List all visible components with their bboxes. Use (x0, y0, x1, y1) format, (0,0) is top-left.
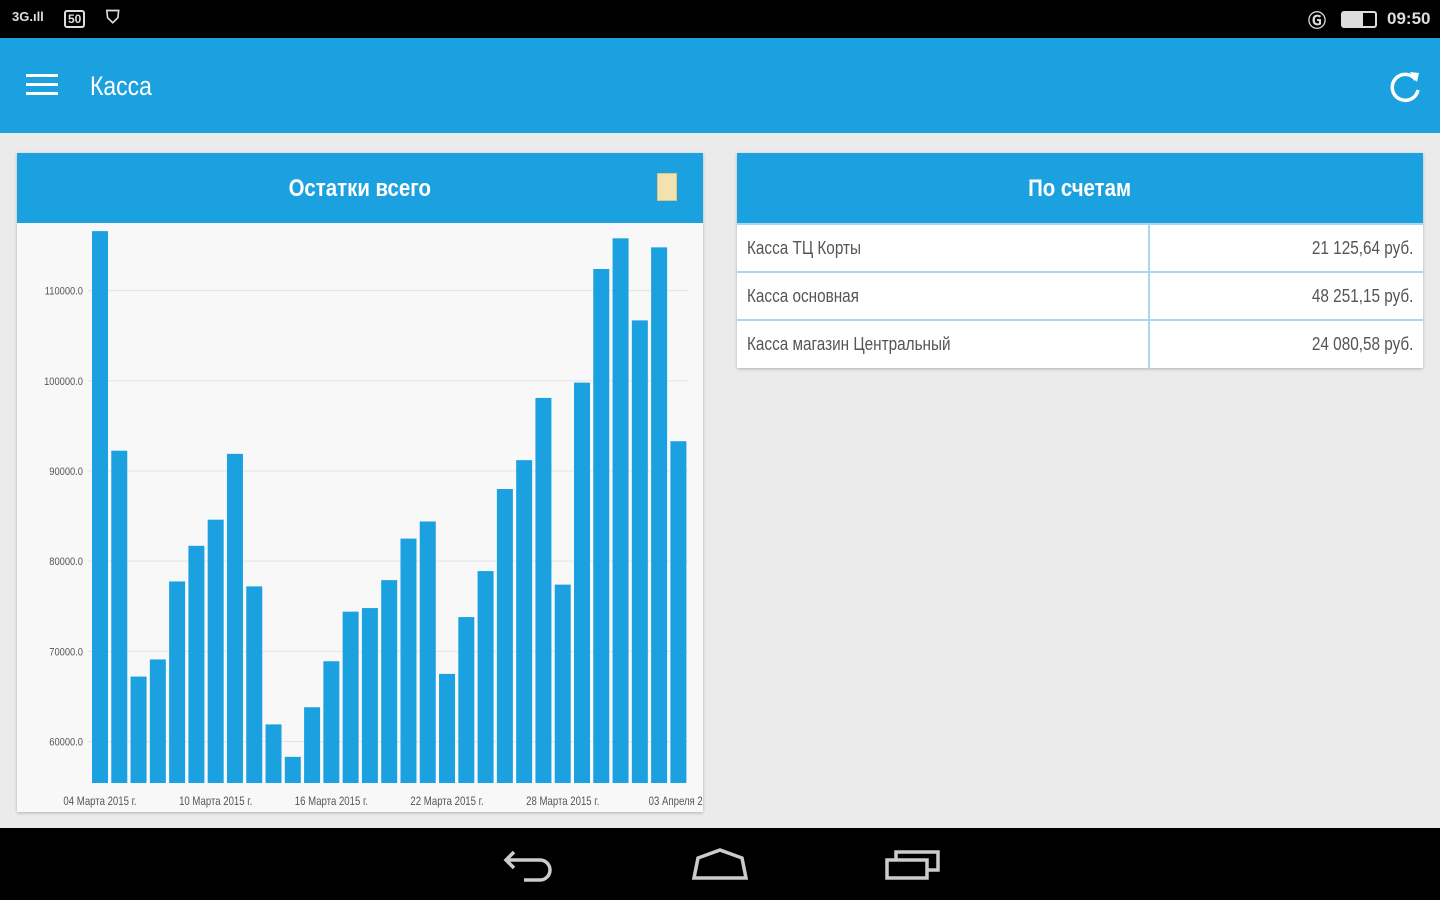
bar (496, 489, 513, 783)
menu-icon[interactable] (26, 74, 58, 96)
balance-card-header: Остатки всего (17, 153, 703, 223)
page-title: Касса (90, 71, 152, 101)
bar (554, 584, 571, 783)
back-icon[interactable] (500, 844, 556, 884)
signal-label: 3G (12, 9, 30, 24)
x-tick-label: 03 Апреля 20 (649, 795, 703, 808)
bar (381, 580, 398, 783)
accounts-card-header: По счетам (737, 153, 1423, 223)
table-row[interactable]: Касса ТЦ Корты 21 125,64 руб. (737, 225, 1423, 273)
y-tick-label: 80000.0 (49, 557, 83, 569)
accounts-table: Касса ТЦ Корты 21 125,64 руб. Касса основ… (737, 223, 1423, 369)
bar (651, 247, 668, 783)
bar (439, 673, 456, 783)
bar (207, 519, 224, 783)
bar (574, 382, 590, 783)
clipboard-icon[interactable] (657, 173, 677, 201)
x-tick-label: 10 Марта 2015 г. (179, 795, 252, 808)
y-tick-label: 70000.0 (49, 647, 83, 659)
bar (323, 661, 340, 783)
refresh-icon[interactable] (1386, 68, 1424, 106)
balance-chart: 60000.0 70000.0 80000.0 90000.0 100000.0 1100… (17, 223, 708, 812)
chart-svg: 60000.0 70000.0 80000.0 90000.0 100000.0 1100… (44, 231, 708, 808)
bar (361, 608, 378, 783)
signal-icon: 3G.ıll (12, 9, 44, 24)
shield-icon: ⛉ (106, 7, 120, 27)
balance-card: Остатки всего 60000.0 70000.0 80000.0 90000… (17, 153, 708, 812)
bar (130, 676, 147, 783)
account-name: Касса магазин Центральный (747, 334, 951, 354)
y-tick-label: 90000.0 (49, 466, 83, 478)
bar (342, 611, 359, 783)
bar (516, 460, 533, 783)
account-value: 24 080,58 руб. (1311, 334, 1413, 354)
bar (631, 320, 648, 783)
battery-icon (1341, 11, 1377, 28)
x-tick-label: 28 Марта 2015 г. (526, 795, 599, 808)
app-bar: Касса (0, 38, 1440, 133)
bar (188, 545, 205, 783)
table-row[interactable]: Касса магазин Центральный 24 080,58 руб. (737, 321, 1423, 369)
account-value: 21 125,64 руб. (1311, 238, 1413, 258)
bar (265, 724, 282, 783)
bar (400, 538, 417, 783)
accounts-card: По счетам Касса ТЦ Корты 21 125,64 руб. К… (737, 153, 1423, 369)
y-tick-label: 110000.0 (45, 286, 84, 298)
account-value: 48 251,15 руб. (1311, 286, 1413, 306)
bar (226, 453, 243, 783)
account-name: Касса ТЦ Корты (747, 238, 862, 258)
balance-card-title: Остатки всего (288, 175, 432, 202)
x-tick-label: 04 Марта 2015 г. (63, 795, 136, 808)
y-tick-label: 100000.0 (44, 376, 83, 388)
bar (149, 659, 166, 783)
bar (670, 441, 687, 783)
bar (304, 707, 321, 783)
bar (284, 756, 301, 783)
navigation-bar (0, 828, 1440, 900)
accounts-card-title: По счетам (1028, 175, 1132, 202)
status-bar: 3G.ıll 50 ⛉ Ⓖ 09:50 (0, 0, 1440, 38)
badge-icon: 50 (64, 10, 86, 28)
bar (169, 581, 186, 783)
y-tick-label: 60000.0 (49, 737, 83, 749)
bar (246, 586, 263, 783)
x-tick-label: 16 Марта 2015 г. (295, 795, 368, 808)
bar (535, 397, 552, 783)
bar (612, 238, 629, 784)
home-icon[interactable] (690, 844, 750, 884)
bar (593, 268, 610, 783)
bar (92, 231, 108, 783)
account-name: Касса основная (747, 286, 859, 306)
recents-icon[interactable] (884, 844, 942, 884)
bar (419, 521, 436, 783)
table-row[interactable]: Касса основная 48 251,15 руб. (737, 273, 1423, 321)
clock: 09:50 (1387, 9, 1431, 28)
x-tick-label: 22 Марта 2015 г. (410, 795, 483, 808)
bar (477, 571, 494, 783)
bar (458, 617, 475, 783)
sync-icon: Ⓖ (1308, 11, 1326, 31)
bar (111, 450, 128, 783)
